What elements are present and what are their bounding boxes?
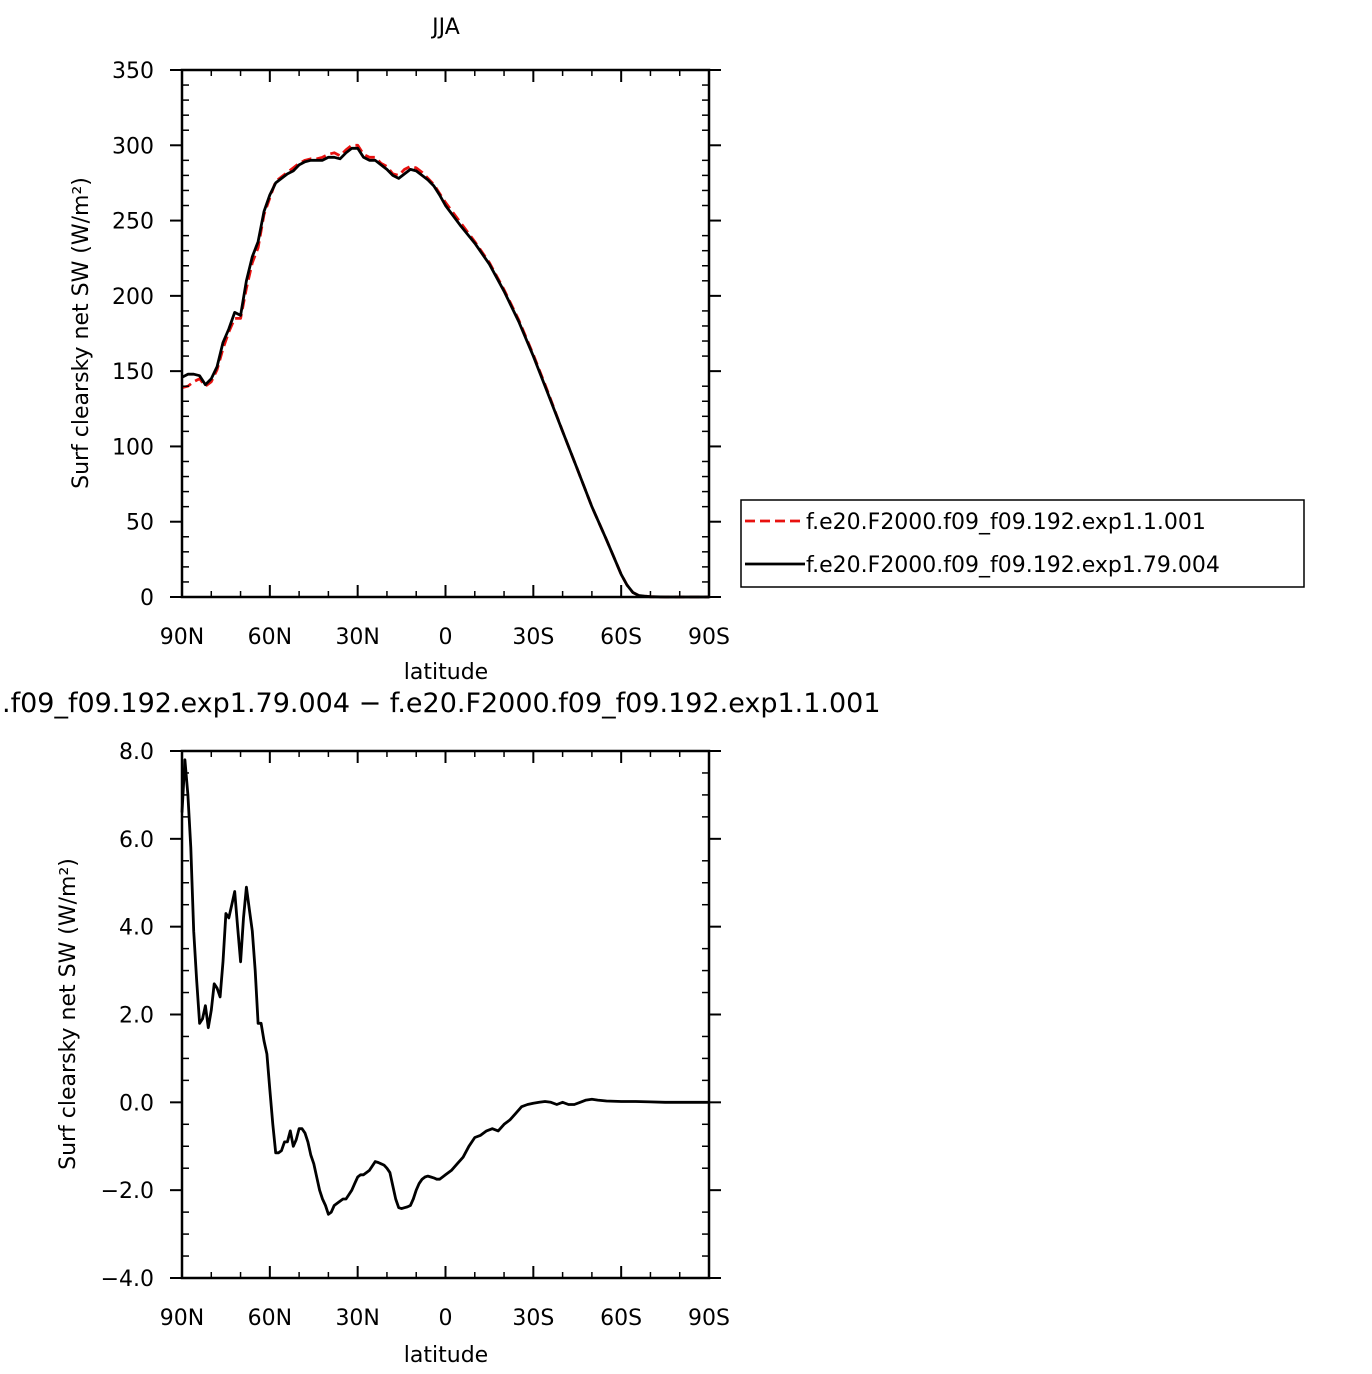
y-tick-label: 250: [112, 210, 154, 235]
x-tick-label: 60N: [248, 1306, 292, 1331]
y-tick-label: 150: [112, 360, 154, 385]
y-tick-label: −2.0: [101, 1179, 154, 1204]
top-y-axis-label: Surf clearsky net SW (W/m²): [69, 177, 94, 489]
y-tick-label: 0.0: [119, 1091, 154, 1116]
x-tick-label: 0: [439, 1306, 453, 1331]
series-line-2: [181, 146, 709, 599]
top-legend: f.e20.F2000.f09_f09.192.exp1.1.001 f.e20…: [740, 499, 1305, 588]
top-plot-frame: [180, 68, 711, 599]
legend-box: [740, 499, 1305, 588]
bottom-plot-lines: [180, 758, 709, 1216]
x-tick-label: 60S: [600, 625, 642, 650]
y-tick-label: 6.0: [119, 828, 154, 853]
x-tick-label: 30S: [512, 1306, 554, 1331]
y-tick-label: 0: [140, 586, 154, 611]
y-tick-label: 300: [112, 134, 154, 159]
bottom-chart: .f09_f09.192.exp1.79.004 − f.e20.F2000.f…: [2, 688, 881, 1368]
legend-label-series-2: f.e20.F2000.f09_f09.192.exp1.79.004: [806, 553, 1220, 578]
x-tick-label: 60N: [248, 625, 292, 650]
x-tick-label: 30N: [335, 1306, 379, 1331]
bottom-x-axis-label: latitude: [404, 1343, 488, 1368]
y-tick-label: 50: [126, 511, 154, 536]
top-plot-lines: [181, 143, 709, 599]
series-line-1: [181, 143, 709, 599]
bottom-axes: 90N 60N 30N 0 30S 60S 90S −4.0 −2.0 0.0 2.0 4.0 6.0 8…: [101, 740, 730, 1331]
y-tick-label: 200: [112, 285, 154, 310]
bottom-chart-title: .f09_f09.192.exp1.79.004 − f.e20.F2000.f…: [2, 688, 881, 719]
y-tick-label: 4.0: [119, 916, 154, 941]
bottom-plot-frame: [180, 749, 711, 1280]
top-chart: JJA 90N 60N 30N 0 30S 60S 90S 0 50 100 150 200 250 30…: [69, 15, 1305, 685]
x-tick-label: 90S: [688, 625, 730, 650]
series-line-1: [180, 758, 709, 1216]
y-tick-label: 100: [112, 435, 154, 460]
x-tick-label: 30N: [335, 625, 379, 650]
y-tick-label: 8.0: [119, 740, 154, 765]
top-chart-title: JJA: [430, 15, 460, 40]
y-tick-label: 2.0: [119, 1004, 154, 1029]
top-axes: 90N 60N 30N 0 30S 60S 90S 0 50 100 150 200 250 300 350: [112, 59, 730, 650]
x-tick-label: 90S: [688, 1306, 730, 1331]
top-x-axis-label: latitude: [404, 660, 488, 685]
x-tick-label: 30S: [512, 625, 554, 650]
y-tick-label: 350: [112, 59, 154, 84]
legend-label-series-1: f.e20.F2000.f09_f09.192.exp1.1.001: [806, 510, 1206, 535]
x-tick-label: 90N: [160, 625, 204, 650]
x-tick-label: 90N: [160, 1306, 204, 1331]
y-tick-label: −4.0: [101, 1267, 154, 1292]
bottom-y-axis-label: Surf clearsky net SW (W/m²): [56, 858, 81, 1170]
x-tick-label: 60S: [600, 1306, 642, 1331]
x-tick-label: 0: [439, 625, 453, 650]
